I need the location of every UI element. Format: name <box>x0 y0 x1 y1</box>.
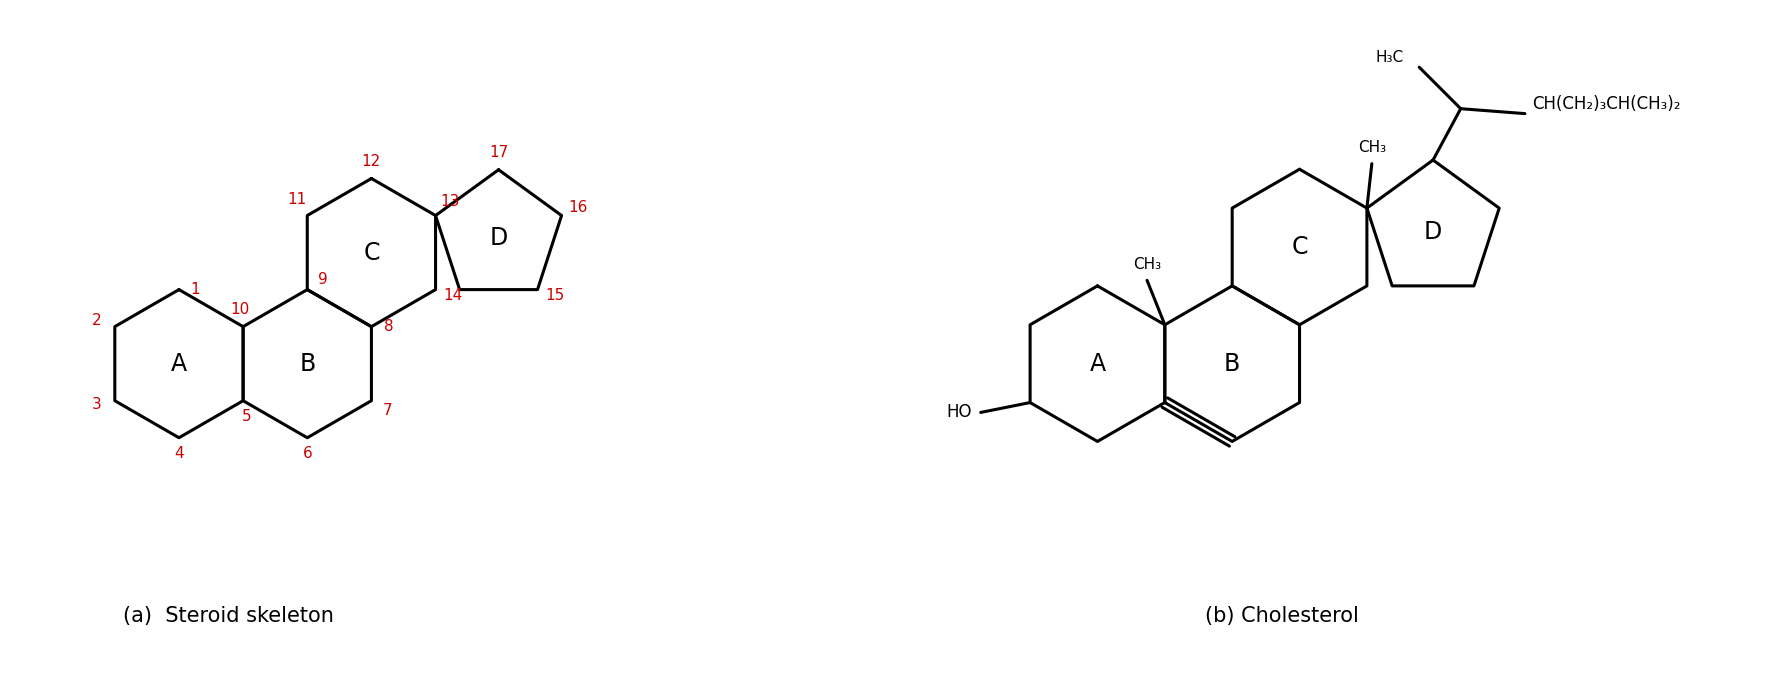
Text: 8: 8 <box>385 319 394 334</box>
Text: B: B <box>1224 352 1240 375</box>
Text: (b) Cholesterol: (b) Cholesterol <box>1204 605 1358 625</box>
Text: 6: 6 <box>302 446 311 461</box>
Text: 16: 16 <box>569 200 589 215</box>
Text: 3: 3 <box>91 397 102 412</box>
Text: 11: 11 <box>288 192 308 207</box>
Text: CH₃: CH₃ <box>1358 140 1385 156</box>
Text: 9: 9 <box>318 272 327 287</box>
Text: 10: 10 <box>231 303 250 317</box>
Text: 17: 17 <box>488 146 508 160</box>
Text: (a)  Steroid skeleton: (a) Steroid skeleton <box>123 605 333 625</box>
Text: C: C <box>363 241 379 265</box>
Text: 15: 15 <box>546 288 565 303</box>
Text: 5: 5 <box>242 409 252 424</box>
Text: CH(CH₂)₃CH(CH₃)₂: CH(CH₂)₃CH(CH₃)₂ <box>1531 95 1680 113</box>
Text: 1: 1 <box>190 282 199 297</box>
Text: C: C <box>1290 235 1308 259</box>
Text: 12: 12 <box>361 154 381 169</box>
Text: D: D <box>488 226 508 250</box>
Text: D: D <box>1422 220 1442 243</box>
Text: A: A <box>1090 352 1106 375</box>
Text: A: A <box>170 352 186 375</box>
Text: 4: 4 <box>174 446 184 461</box>
Text: 7: 7 <box>383 403 392 418</box>
Text: 13: 13 <box>440 194 460 209</box>
Text: B: B <box>299 352 315 375</box>
Text: CH₃: CH₃ <box>1132 257 1161 272</box>
Text: 14: 14 <box>444 288 463 303</box>
Text: H₃C: H₃C <box>1374 50 1403 65</box>
Text: HO: HO <box>946 404 971 421</box>
Text: 2: 2 <box>93 313 102 328</box>
